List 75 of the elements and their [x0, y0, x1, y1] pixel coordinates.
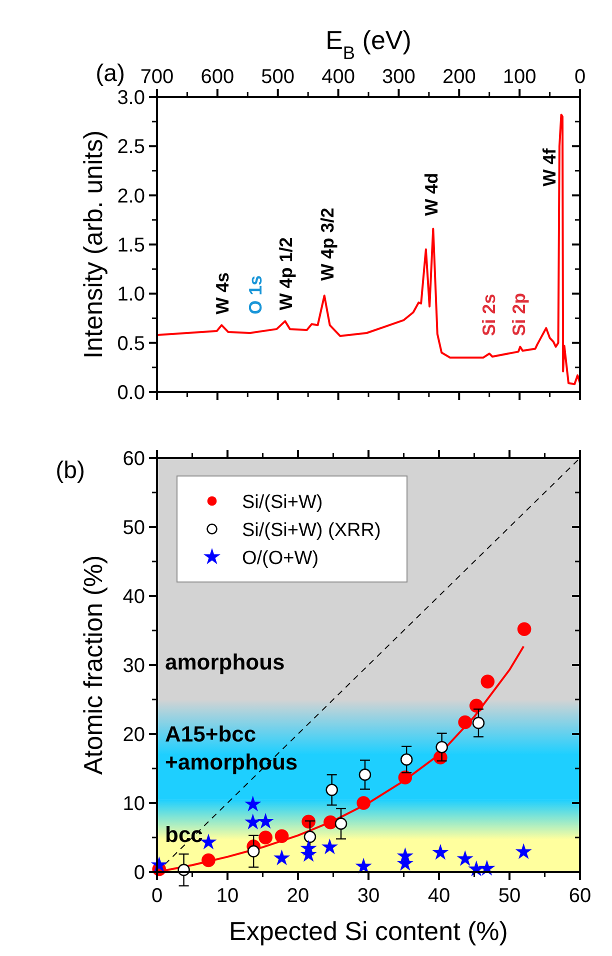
annotation: Si 2s — [479, 294, 500, 336]
x-tick-label: 200 — [442, 66, 476, 88]
x-tick-label: 0 — [151, 885, 163, 907]
point — [257, 812, 274, 829]
x-tick-label: 600 — [200, 66, 234, 88]
text: (a) — [96, 60, 125, 87]
y-tick-label: 1.5 — [117, 234, 145, 256]
x-axis-title: Expected Si content (%) — [229, 916, 508, 946]
y-tick-label: 2.0 — [117, 185, 145, 208]
y-axis-title: Atomic fraction (%) — [78, 555, 108, 775]
legend-label: Si/(Si+W) (XRR) — [242, 520, 381, 541]
annotation: W 4f — [540, 147, 560, 186]
point — [398, 770, 412, 784]
x-axis-title: E$_{B}$ (eV) — [326, 25, 412, 63]
band-label: amorphous — [165, 650, 285, 674]
annotation: O 1s — [245, 275, 266, 314]
point — [458, 715, 472, 730]
point — [515, 843, 532, 860]
y-tick-label: 1.0 — [117, 284, 145, 306]
y-tick-label: 30 — [122, 655, 145, 677]
point — [304, 830, 316, 843]
point — [244, 814, 262, 830]
point — [326, 784, 338, 796]
x-tick-label: 10 — [216, 885, 239, 907]
point — [274, 829, 289, 844]
x-tick-label: 20 — [286, 885, 310, 907]
x-tick-label: 700 — [140, 66, 174, 88]
point — [436, 740, 448, 754]
y-tick-label: 10 — [122, 793, 145, 815]
annotation: Si 2p — [509, 292, 530, 336]
x-tick-label: 300 — [382, 66, 416, 88]
x-tick-label: 400 — [322, 66, 355, 88]
legend-label: Si/(Si+W) — [242, 492, 323, 513]
point — [258, 830, 272, 844]
y-axis-title: Intensity (arb. units) — [78, 130, 108, 359]
x-tick-label: 500 — [261, 66, 295, 88]
point — [517, 622, 532, 636]
y-tick-label: 40 — [122, 586, 145, 608]
y-tick-label: 0.0 — [117, 382, 145, 404]
annotation: W 4s — [212, 272, 233, 314]
line-series — [156, 114, 581, 386]
x-tick-label: 50 — [498, 885, 521, 907]
y-tick-label: 60 — [122, 448, 145, 470]
x-tick-label: 30 — [357, 885, 380, 907]
point — [480, 674, 495, 688]
point — [358, 768, 372, 781]
y-tick-label: 3.0 — [117, 87, 145, 109]
point — [400, 753, 413, 766]
band-label: bcc — [165, 822, 203, 847]
point — [334, 818, 348, 830]
x-tick-label: 40 — [428, 885, 450, 907]
point — [202, 853, 216, 868]
band-label: A15+bcc +amorphous — [165, 722, 298, 775]
point — [472, 716, 485, 730]
x-tick-label: 60 — [568, 885, 592, 907]
annotation: W 4p 3/2 — [318, 208, 338, 281]
point — [247, 845, 260, 858]
x-tick-label: 100 — [502, 66, 536, 88]
y-tick-label: 0 — [134, 862, 145, 884]
y-tick-label: 20 — [122, 724, 145, 746]
annotation: W 4p 1/2 — [276, 237, 296, 310]
y-tick-label: 0.5 — [117, 332, 145, 355]
point — [456, 850, 474, 866]
y-tick-label: 2.5 — [117, 136, 145, 158]
point — [274, 850, 290, 866]
point — [324, 815, 338, 830]
point — [356, 796, 370, 810]
legend-label: O/(O+W) — [242, 548, 319, 569]
y-tick-label: 50 — [122, 517, 145, 539]
point — [432, 844, 449, 860]
point — [321, 838, 338, 854]
x-tick-label: 0 — [574, 66, 586, 88]
text: (b) — [56, 457, 85, 484]
point — [244, 796, 262, 812]
annotation: W 4d — [421, 172, 442, 216]
